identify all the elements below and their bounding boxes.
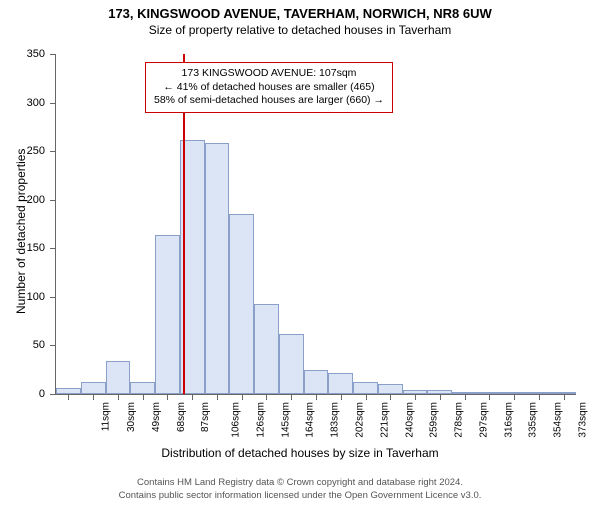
histogram-bar bbox=[279, 334, 304, 394]
x-tick-label: 30sqm bbox=[126, 402, 137, 432]
y-tick bbox=[50, 297, 56, 298]
x-tick bbox=[316, 394, 317, 400]
x-tick-label: 316sqm bbox=[503, 402, 514, 438]
y-tick-label: 0 bbox=[15, 388, 45, 400]
x-tick bbox=[564, 394, 565, 400]
info-annotation-box: 173 KINGSWOOD AVENUE: 107sqm ← 41% of de… bbox=[145, 62, 393, 113]
x-tick-label: 164sqm bbox=[305, 402, 316, 438]
x-tick bbox=[465, 394, 466, 400]
y-tick-label: 200 bbox=[15, 194, 45, 206]
x-tick bbox=[192, 394, 193, 400]
footer-line2: Contains public sector information licen… bbox=[0, 490, 600, 502]
x-tick-label: 297sqm bbox=[478, 402, 489, 438]
x-tick bbox=[242, 394, 243, 400]
y-tick bbox=[50, 394, 56, 395]
x-tick bbox=[68, 394, 69, 400]
footer-line1: Contains HM Land Registry data © Crown c… bbox=[0, 477, 600, 489]
y-tick bbox=[50, 345, 56, 346]
histogram-bar bbox=[106, 361, 131, 394]
histogram-bar bbox=[353, 382, 378, 394]
histogram-bar bbox=[304, 370, 329, 394]
x-axis-title: Distribution of detached houses by size … bbox=[0, 446, 600, 460]
x-tick-label: 11sqm bbox=[101, 402, 112, 431]
x-tick-label: 259sqm bbox=[429, 402, 440, 438]
footer-attribution: Contains HM Land Registry data © Crown c… bbox=[0, 477, 600, 502]
y-tick bbox=[50, 151, 56, 152]
y-tick-label: 150 bbox=[15, 242, 45, 254]
x-tick-label: 106sqm bbox=[231, 402, 242, 438]
histogram-bar bbox=[254, 304, 279, 394]
x-tick bbox=[118, 394, 119, 400]
x-tick bbox=[390, 394, 391, 400]
y-tick bbox=[50, 54, 56, 55]
x-tick-label: 68sqm bbox=[176, 402, 187, 432]
x-tick-label: 183sqm bbox=[330, 402, 341, 438]
x-tick bbox=[489, 394, 490, 400]
y-tick-label: 250 bbox=[15, 145, 45, 157]
histogram-bar bbox=[205, 143, 230, 394]
info-line-property: 173 KINGSWOOD AVENUE: 107sqm bbox=[154, 67, 384, 81]
x-tick bbox=[341, 394, 342, 400]
x-tick bbox=[514, 394, 515, 400]
histogram-chart: 173 KINGSWOOD AVENUE: 107sqm ← 41% of de… bbox=[55, 54, 575, 394]
x-tick bbox=[539, 394, 540, 400]
histogram-bar bbox=[81, 382, 106, 394]
histogram-bar bbox=[155, 235, 180, 394]
x-tick bbox=[143, 394, 144, 400]
y-tick-label: 100 bbox=[15, 291, 45, 303]
y-tick-label: 300 bbox=[15, 97, 45, 109]
x-tick-label: 354sqm bbox=[553, 402, 564, 438]
x-tick-label: 373sqm bbox=[577, 402, 588, 438]
histogram-bar bbox=[130, 382, 155, 394]
x-tick-label: 87sqm bbox=[200, 402, 211, 432]
x-tick bbox=[366, 394, 367, 400]
x-tick bbox=[415, 394, 416, 400]
y-tick bbox=[50, 103, 56, 104]
page-subtitle: Size of property relative to detached ho… bbox=[0, 23, 600, 37]
x-tick bbox=[93, 394, 94, 400]
y-axis-title: Number of detached properties bbox=[14, 149, 28, 314]
histogram-bar bbox=[378, 384, 403, 394]
x-tick bbox=[440, 394, 441, 400]
x-tick-label: 335sqm bbox=[528, 402, 539, 438]
y-tick-label: 50 bbox=[15, 339, 45, 351]
histogram-bar bbox=[229, 214, 254, 394]
x-tick bbox=[217, 394, 218, 400]
x-tick bbox=[167, 394, 168, 400]
info-line-smaller: ← 41% of detached houses are smaller (46… bbox=[154, 81, 384, 95]
histogram-bar bbox=[328, 373, 353, 394]
y-tick bbox=[50, 248, 56, 249]
y-tick bbox=[50, 200, 56, 201]
x-tick-label: 145sqm bbox=[280, 402, 291, 438]
x-tick-label: 240sqm bbox=[404, 402, 415, 438]
x-tick-label: 221sqm bbox=[379, 402, 390, 438]
x-tick-label: 49sqm bbox=[151, 402, 162, 432]
x-tick-label: 126sqm bbox=[256, 402, 267, 438]
x-tick bbox=[291, 394, 292, 400]
info-line-larger: 58% of semi-detached houses are larger (… bbox=[154, 94, 384, 108]
x-tick bbox=[266, 394, 267, 400]
x-tick-label: 202sqm bbox=[355, 402, 366, 438]
page-title-address: 173, KINGSWOOD AVENUE, TAVERHAM, NORWICH… bbox=[0, 6, 600, 21]
x-tick-label: 278sqm bbox=[454, 402, 465, 438]
y-tick-label: 350 bbox=[15, 48, 45, 60]
